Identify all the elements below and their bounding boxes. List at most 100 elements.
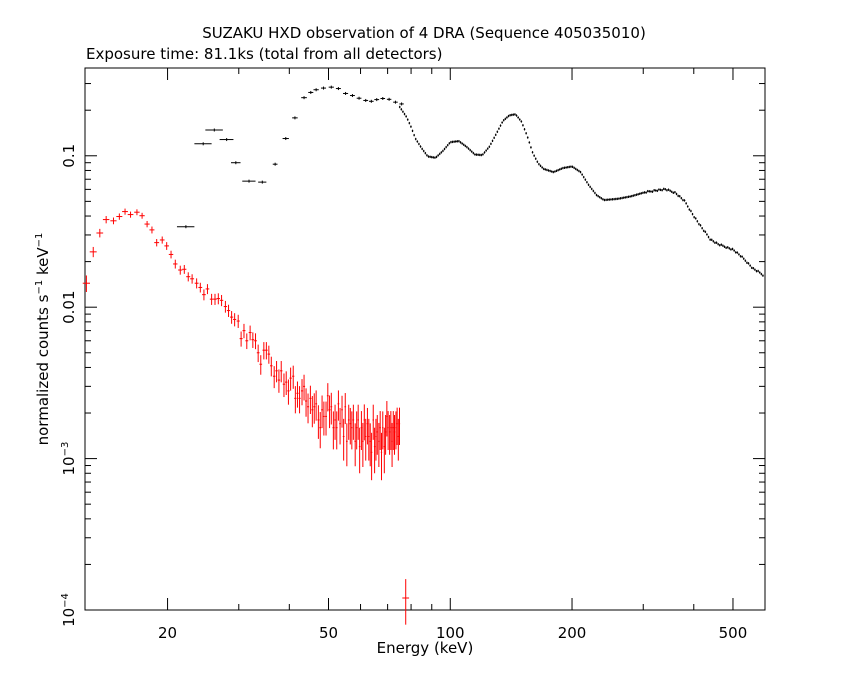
red-data-point [298, 386, 301, 414]
black-data-point [282, 137, 289, 141]
red-data-point [254, 333, 257, 350]
red-data-point [302, 374, 306, 401]
red-data-point [242, 323, 246, 339]
chart-subtitle: Exposure time: 81.1ks (total from all de… [86, 45, 442, 63]
red-data-point [334, 404, 336, 440]
y-tick-label: 0.01 [60, 290, 78, 323]
y-label-mid: keV [34, 247, 52, 280]
red-data-point [277, 369, 281, 393]
red-data-point [251, 332, 255, 348]
black-data-point [258, 180, 267, 184]
red-data-point [352, 404, 355, 440]
red-data-point [366, 407, 369, 445]
red-data-point [339, 407, 341, 445]
red-data-point [391, 422, 393, 467]
y-label-exp2: −1 [34, 233, 45, 248]
black-data-point [205, 128, 223, 132]
black-data-point [356, 96, 362, 100]
red-data-point [368, 418, 370, 461]
x-tick-label: 200 [558, 624, 587, 642]
red-data-point [321, 395, 324, 429]
black-data-point [386, 97, 392, 101]
black-data-point [328, 85, 334, 89]
black-data-point [335, 87, 341, 91]
red-data-point [300, 379, 304, 406]
black-data-point [374, 98, 380, 102]
red-data-point [315, 390, 318, 421]
red-data-point [149, 226, 155, 234]
red-data-point [380, 432, 383, 481]
red-data-point [383, 427, 385, 474]
red-data-point [311, 396, 314, 428]
red-data-point [230, 311, 234, 324]
red-data-point [226, 304, 231, 317]
red-data-point [384, 415, 387, 455]
red-data-point [96, 228, 104, 238]
black-data-point [242, 179, 256, 183]
red-data-point [362, 422, 364, 467]
red-data-point [402, 579, 410, 625]
red-data-point [337, 390, 340, 421]
red-data-point [376, 415, 378, 455]
red-data-point [382, 411, 384, 450]
red-data-point [347, 404, 350, 440]
red-data-point [326, 383, 329, 412]
axes-ticks: 20 50 100 200 500 10−4 10−3 0.01 0.1 [60, 68, 766, 642]
red-data-point [305, 388, 308, 417]
red-data-point [379, 411, 381, 450]
red-data-point [294, 386, 297, 414]
red-data-point [139, 212, 145, 219]
black-data-point [368, 99, 374, 103]
red-data-point [335, 411, 338, 450]
x-tick-label: 500 [719, 624, 748, 642]
red-data-point [233, 313, 237, 327]
red-data-point [272, 366, 276, 389]
red-data-point [219, 294, 224, 307]
x-tick-label: 20 [158, 624, 177, 642]
red-data-point [392, 411, 394, 450]
y-label-prefix: normalized counts s [34, 294, 52, 445]
red-data-point [313, 393, 316, 424]
red-data-point [213, 293, 217, 305]
red-data-point [262, 342, 266, 360]
red-data-point [122, 208, 128, 215]
red-data-point [393, 415, 396, 455]
red-data-point [387, 411, 389, 450]
red-data-point [190, 274, 195, 284]
y-axis-label: normalized counts s−1 keV−1 [34, 233, 52, 446]
red-data-point [216, 293, 221, 305]
red-data-point [102, 216, 110, 224]
red-data-point [198, 282, 203, 293]
red-data-point [398, 407, 401, 445]
red-data-point [328, 395, 331, 429]
chart-title: SUZAKU HXD observation of 4 DRA (Sequenc… [202, 24, 646, 42]
red-data-point [168, 250, 174, 259]
red-data-point [259, 355, 263, 375]
red-data-point [236, 314, 240, 328]
red-data-point [330, 392, 333, 425]
y-label-exp1: −1 [34, 280, 45, 295]
red-data-point [280, 361, 283, 383]
black-dense-curve [398, 105, 764, 277]
red-data-point [282, 373, 286, 398]
red-data-point [144, 220, 150, 228]
red-data-point [202, 289, 206, 301]
red-data-point [186, 272, 191, 282]
red-data-point [342, 418, 345, 461]
plot-frame [84, 67, 766, 611]
red-data-point [373, 427, 376, 474]
black-data-point [292, 116, 298, 120]
red-data-point [360, 411, 363, 450]
black-data-point [363, 98, 369, 102]
black-data-point [393, 100, 398, 104]
red-data-point [322, 401, 325, 436]
red-data-point [287, 379, 290, 405]
y-tick-label: 0.1 [60, 144, 78, 168]
black-data-point [380, 96, 386, 100]
red-data-point [369, 423, 371, 467]
red-data-point [357, 404, 359, 440]
red-data-point [375, 418, 377, 461]
black-data-point [176, 225, 195, 229]
red-data-point [397, 418, 399, 461]
